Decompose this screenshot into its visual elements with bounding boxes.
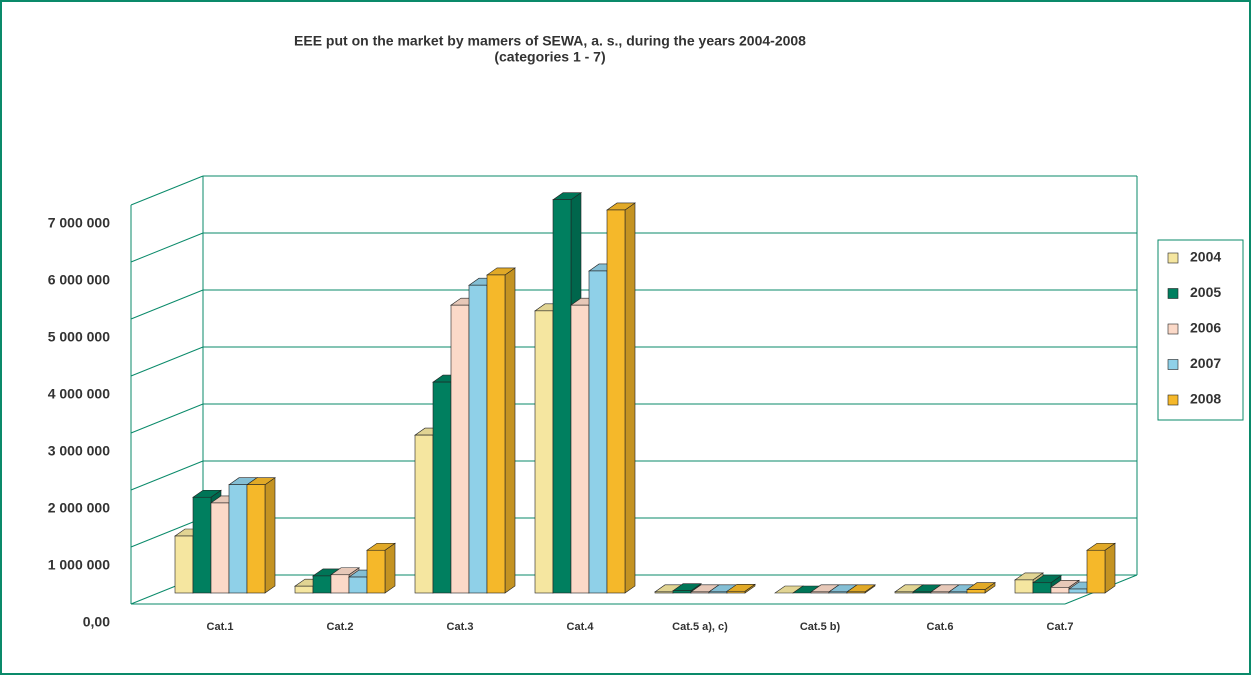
legend-label: 2006 (1190, 320, 1221, 336)
bar (348, 576, 368, 594)
bar (726, 590, 746, 594)
chart-title: EEE put on the market by mamers of SEWA,… (294, 33, 806, 49)
bar (810, 591, 830, 594)
y-tick-label: 6 000 000 (48, 272, 110, 288)
legend-swatch (1167, 252, 1179, 264)
x-tick-label: Cat.5 b) (800, 621, 841, 633)
bar (228, 484, 248, 594)
legend-swatch (1167, 288, 1179, 299)
grid-line (130, 403, 204, 434)
grid-line (130, 346, 204, 377)
bar (672, 590, 692, 594)
y-tick-label: 1 000 000 (48, 557, 110, 573)
bar (414, 434, 434, 594)
x-tick-label: Cat.7 (1047, 621, 1074, 633)
legend-label: 2008 (1190, 391, 1221, 407)
bar (432, 381, 452, 594)
bar (450, 304, 470, 594)
bar (366, 549, 386, 594)
grid-line (130, 289, 204, 320)
bar (534, 310, 554, 594)
chart-subtitle: (categories 1 - 7) (494, 49, 605, 65)
bar (708, 591, 728, 594)
x-tick-label: Cat.2 (327, 621, 354, 633)
y-tick-label: 4 000 000 (48, 386, 110, 402)
x-tick-label: Cat.4 (567, 621, 595, 633)
y-tick-label: 2 000 000 (48, 500, 110, 516)
grid-line (130, 517, 204, 548)
bar (966, 589, 986, 594)
bar (654, 591, 674, 594)
legend-swatch (1167, 394, 1179, 406)
bar (246, 484, 266, 594)
bar (210, 502, 230, 594)
bar-side (1104, 542, 1116, 594)
legend-label: 2005 (1190, 284, 1221, 300)
bar (948, 591, 968, 594)
bar (294, 585, 314, 594)
bar (606, 209, 626, 594)
bar (1050, 586, 1070, 594)
bar-side (624, 202, 636, 594)
bar (1068, 588, 1088, 594)
bar (912, 591, 932, 594)
bar (828, 591, 848, 594)
bar (1014, 579, 1034, 594)
legend-label: 2007 (1190, 355, 1221, 371)
bar (588, 270, 608, 594)
bar-side (384, 542, 396, 594)
bar (174, 535, 194, 594)
bar-side (264, 477, 276, 594)
bar (894, 591, 914, 594)
x-tick-label: Cat.3 (447, 621, 474, 633)
legend-label: 2004 (1190, 249, 1221, 265)
bar (690, 591, 710, 594)
grid-line (130, 175, 204, 206)
bar (570, 304, 590, 594)
bar (312, 575, 332, 594)
y-tick-label: 3 000 000 (48, 443, 110, 459)
bar-side (504, 267, 516, 594)
grid-line (130, 460, 204, 491)
bar (930, 591, 950, 594)
y-tick-label: 7 000 000 (48, 215, 110, 231)
bar (486, 274, 506, 594)
bar (468, 284, 488, 594)
bar (192, 496, 212, 594)
y-tick-label: 0,00 (83, 614, 110, 630)
legend-swatch (1167, 359, 1179, 370)
y-tick-label: 5 000 000 (48, 329, 110, 345)
bar (1032, 582, 1052, 594)
bar (552, 199, 572, 594)
x-tick-label: Cat.1 (207, 621, 234, 633)
x-tick-label: Cat.5 a), c) (672, 621, 728, 633)
grid-line (130, 232, 204, 263)
bar (846, 591, 866, 594)
bar (1086, 549, 1106, 594)
bar (330, 574, 350, 594)
x-tick-label: Cat.6 (927, 621, 954, 633)
legend-swatch (1167, 323, 1179, 335)
